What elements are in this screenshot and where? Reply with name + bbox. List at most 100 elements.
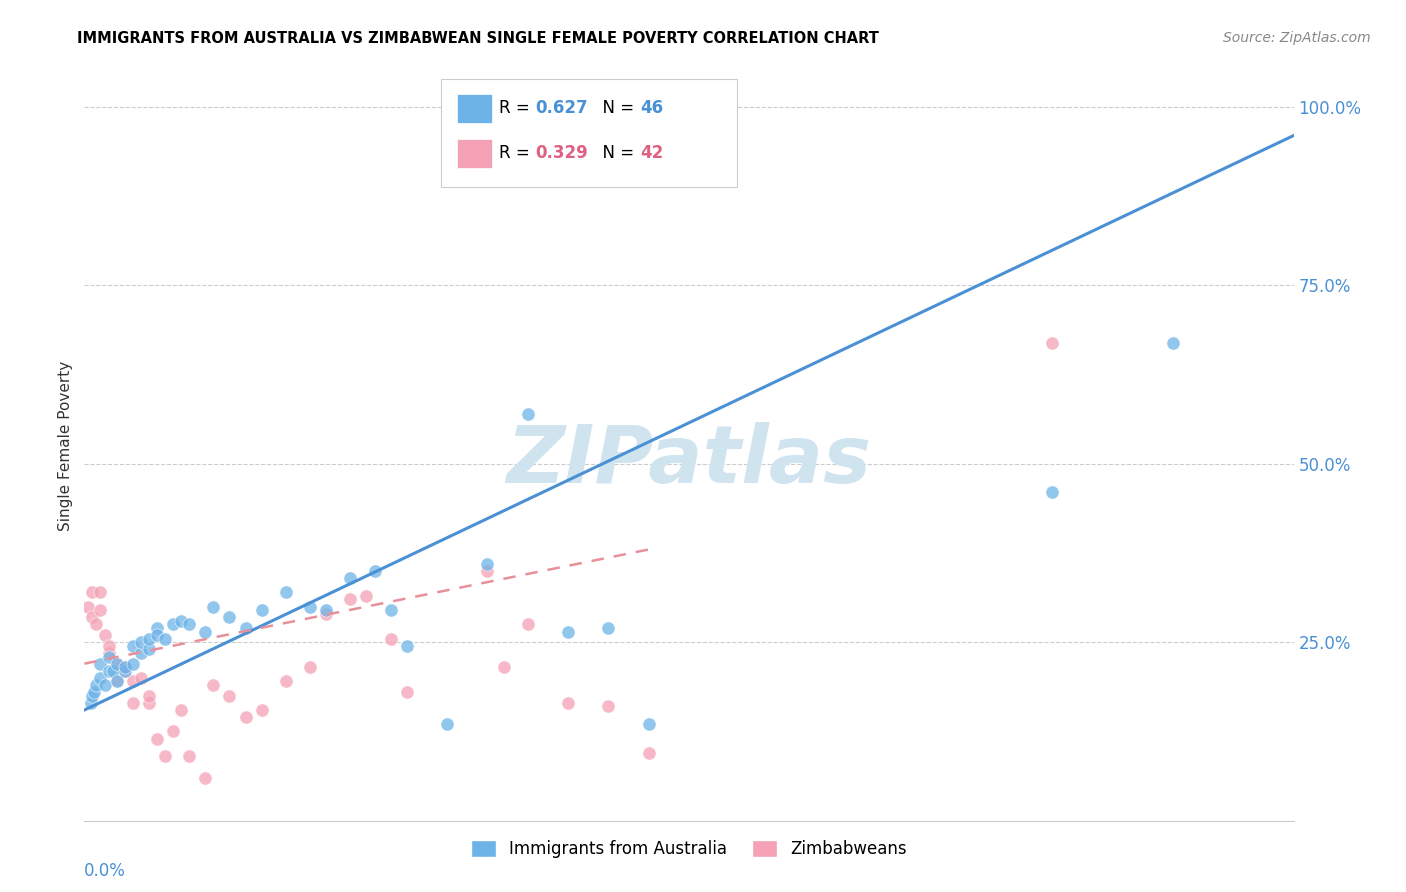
Point <box>315 607 337 621</box>
Point <box>218 689 240 703</box>
Point <box>105 674 128 689</box>
Point <box>395 685 418 699</box>
Point <box>170 703 193 717</box>
Point <box>516 407 538 421</box>
Point <box>315 603 337 617</box>
Point <box>121 696 143 710</box>
Point <box>516 617 538 632</box>
Point <box>179 617 201 632</box>
Point <box>105 657 128 671</box>
Point <box>202 678 225 692</box>
Point <box>557 624 579 639</box>
Point <box>97 664 120 678</box>
Text: N =: N = <box>592 99 640 117</box>
Point <box>97 639 120 653</box>
Point <box>218 610 240 624</box>
Point <box>250 703 273 717</box>
Point <box>1040 485 1063 500</box>
Point <box>86 617 108 632</box>
Point <box>86 678 108 692</box>
Point <box>89 657 111 671</box>
Text: ZIPatlas: ZIPatlas <box>506 422 872 500</box>
Point <box>162 617 184 632</box>
Point <box>274 585 297 599</box>
Point <box>80 696 103 710</box>
Point <box>97 646 120 660</box>
Legend: Immigrants from Australia, Zimbabweans: Immigrants from Australia, Zimbabweans <box>464 833 914 864</box>
Point <box>138 689 160 703</box>
Point <box>637 717 659 731</box>
Point <box>339 592 361 607</box>
Point <box>146 731 169 746</box>
Point <box>395 639 418 653</box>
Point <box>82 585 104 599</box>
Point <box>153 632 176 646</box>
Point <box>138 696 160 710</box>
Point <box>339 571 361 585</box>
Point <box>138 632 160 646</box>
Text: IMMIGRANTS FROM AUSTRALIA VS ZIMBABWEAN SINGLE FEMALE POVERTY CORRELATION CHART: IMMIGRANTS FROM AUSTRALIA VS ZIMBABWEAN … <box>77 31 879 46</box>
Point <box>170 614 193 628</box>
Point <box>492 660 515 674</box>
Point <box>477 564 499 578</box>
FancyBboxPatch shape <box>457 94 492 123</box>
Text: 0.0%: 0.0% <box>84 862 127 880</box>
Text: R =: R = <box>499 99 536 117</box>
Point <box>380 632 402 646</box>
Point <box>363 564 385 578</box>
Point <box>598 699 620 714</box>
FancyBboxPatch shape <box>441 78 737 187</box>
Point <box>138 642 160 657</box>
Point <box>235 710 257 724</box>
Point <box>89 671 111 685</box>
Point <box>202 599 225 614</box>
Point <box>129 646 152 660</box>
Text: 0.329: 0.329 <box>536 144 588 162</box>
Text: R =: R = <box>499 144 536 162</box>
Point <box>82 610 104 624</box>
Point <box>93 678 115 692</box>
Point <box>299 599 322 614</box>
Point <box>598 621 620 635</box>
Y-axis label: Single Female Poverty: Single Female Poverty <box>58 361 73 531</box>
Point <box>436 717 458 731</box>
Point <box>356 589 378 603</box>
Point <box>380 603 402 617</box>
Text: 46: 46 <box>641 99 664 117</box>
Point <box>77 599 100 614</box>
Point <box>114 664 136 678</box>
Point <box>129 671 152 685</box>
Point <box>162 724 184 739</box>
Point <box>477 557 499 571</box>
Point <box>114 660 136 674</box>
Point <box>1040 335 1063 350</box>
Point <box>101 664 124 678</box>
Point <box>146 621 169 635</box>
Point <box>129 635 152 649</box>
Text: 0.627: 0.627 <box>536 99 588 117</box>
Point <box>250 603 273 617</box>
Point <box>105 674 128 689</box>
Point <box>146 628 169 642</box>
Point <box>93 628 115 642</box>
Point <box>557 696 579 710</box>
Point <box>114 664 136 678</box>
Text: 42: 42 <box>641 144 664 162</box>
Point <box>194 624 217 639</box>
Point <box>97 649 120 664</box>
Point <box>89 603 111 617</box>
Point <box>1161 335 1184 350</box>
Point <box>194 771 217 785</box>
Point <box>179 749 201 764</box>
Point <box>121 674 143 689</box>
Point <box>153 749 176 764</box>
Point <box>274 674 297 689</box>
Point <box>83 685 105 699</box>
Point <box>121 657 143 671</box>
Point <box>114 660 136 674</box>
Point <box>82 689 104 703</box>
Point <box>299 660 322 674</box>
Point <box>89 585 111 599</box>
Text: N =: N = <box>592 144 640 162</box>
Point <box>637 746 659 760</box>
